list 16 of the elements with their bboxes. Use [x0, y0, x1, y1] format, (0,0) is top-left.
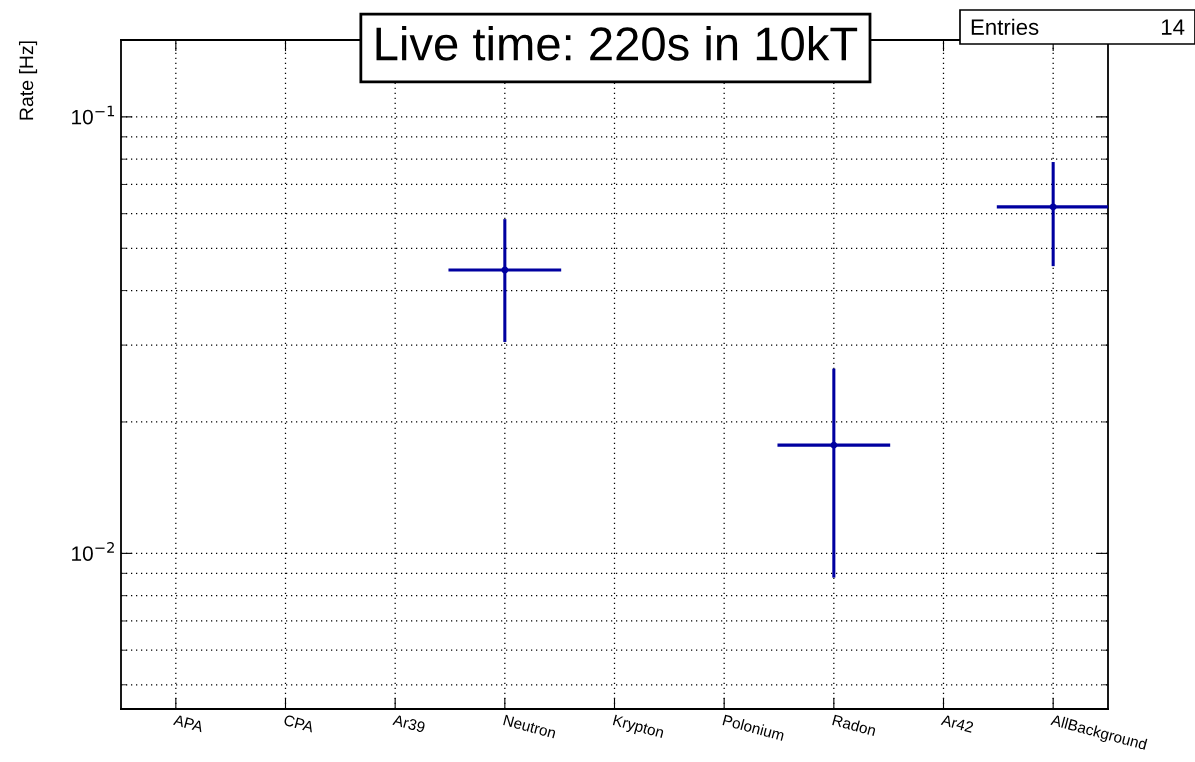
x-tick-label: APA [173, 714, 205, 733]
y-axis-title: Rate [Hz] [18, 41, 38, 120]
x-tick-label: Radon [832, 714, 877, 737]
point [830, 441, 838, 449]
text: Entries [971, 18, 1039, 35]
text: 14 [1161, 19, 1185, 35]
x-tick-label: CPA [283, 714, 315, 733]
y-tick-label: 10$^{−2}$ [72, 541, 114, 561]
x-tick-label: Ar39 [392, 714, 426, 733]
x-tick-label: Krypton [612, 714, 665, 741]
y-tick-label: 10$^{−1}$ [72, 105, 115, 125]
point [501, 266, 509, 274]
chart-title: Live time: 220s in 10kT [376, 25, 858, 61]
x-tick-label: Ar42 [940, 714, 974, 733]
point [1049, 203, 1057, 211]
x-tick-label: Neutron [503, 714, 557, 739]
